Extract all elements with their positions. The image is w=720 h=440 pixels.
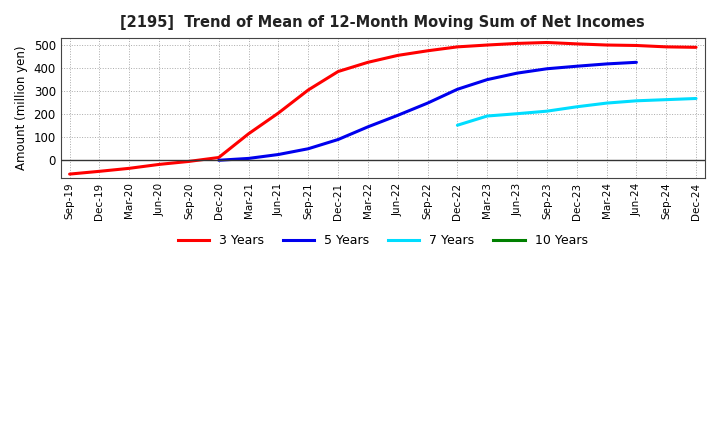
Y-axis label: Amount (million yen): Amount (million yen) (15, 46, 28, 170)
Legend: 3 Years, 5 Years, 7 Years, 10 Years: 3 Years, 5 Years, 7 Years, 10 Years (173, 229, 593, 252)
Title: [2195]  Trend of Mean of 12-Month Moving Sum of Net Incomes: [2195] Trend of Mean of 12-Month Moving … (120, 15, 645, 30)
